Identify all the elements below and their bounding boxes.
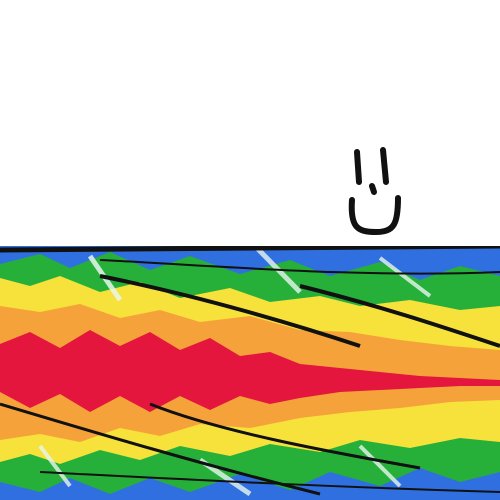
nose (369, 183, 377, 195)
speed-line-top (0, 246, 500, 253)
rainbow-speed-burst (0, 246, 500, 500)
speed-line-2 (99, 274, 361, 348)
speed-line-4 (0, 402, 321, 496)
speed-line-3 (299, 284, 500, 348)
smiley-face-svg (348, 147, 401, 236)
white-streak-5 (358, 444, 402, 488)
mouth (348, 195, 401, 236)
speed-line-1 (99, 259, 500, 275)
smiley-face-icon (340, 140, 410, 240)
white-streak-3 (378, 256, 432, 298)
right-eye (380, 147, 389, 185)
speed-line-5 (149, 402, 421, 470)
left-eye (354, 149, 362, 185)
speed-line-6 (39, 471, 500, 493)
red-core (0, 330, 500, 412)
white-streak-6 (38, 444, 72, 488)
rainbow-burst-svg (0, 246, 500, 500)
